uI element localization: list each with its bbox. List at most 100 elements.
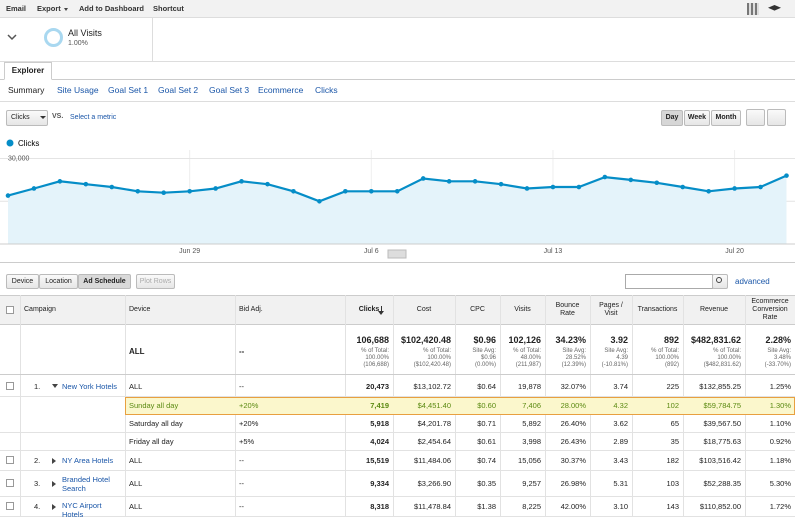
- column-header[interactable]: Bounce Rate: [555, 301, 580, 317]
- metric-dropdown[interactable]: Clicks: [6, 110, 48, 126]
- row-value: 8,225: [522, 502, 541, 511]
- icon-cap[interactable]: [768, 5, 781, 11]
- icon-line-chart[interactable]: [746, 109, 765, 126]
- row-number: 1.: [34, 381, 41, 391]
- search-box[interactable]: [625, 274, 713, 289]
- campaign-link[interactable]: NYC Airport Hotels: [62, 501, 102, 519]
- point: [576, 184, 582, 190]
- point: [628, 177, 634, 183]
- segment-toggle[interactable]: [6, 32, 18, 42]
- row-value: 35: [670, 437, 679, 446]
- column-header[interactable]: Revenue: [699, 305, 729, 313]
- view-button[interactable]: Ad Schedule: [78, 274, 131, 289]
- column-header[interactable]: Device: [129, 305, 151, 313]
- campaign-link[interactable]: New York Hotels: [62, 381, 118, 391]
- subtab[interactable]: Goal Set 1: [108, 85, 149, 95]
- toolbar-item[interactable]: Shortcut: [153, 4, 184, 13]
- total-abs: (211,987): [515, 362, 541, 368]
- row-value: $103,516.42: [699, 456, 741, 465]
- select-metric[interactable]: Select a metric: [70, 114, 117, 121]
- row-value: 7,406: [522, 401, 541, 410]
- icon-grid[interactable]: [747, 3, 759, 15]
- subtab[interactable]: Site Usage: [57, 85, 99, 95]
- total-note: Site Avg:: [767, 348, 791, 354]
- advanced-link[interactable]: advanced: [735, 277, 770, 286]
- segment-name[interactable]: All Visits: [68, 28, 102, 38]
- checkbox[interactable]: [6, 502, 14, 510]
- subtab[interactable]: Goal Set 3: [209, 85, 250, 95]
- column-header[interactable]: Bid Adj.: [239, 305, 263, 313]
- column-header[interactable]: Ecommerce Conversion Rate: [751, 297, 789, 322]
- expand-arrow[interactable]: [52, 383, 58, 388]
- row-value: 102: [666, 401, 679, 410]
- expand-arrow[interactable]: [52, 504, 56, 510]
- row-device: Saturday all day: [129, 419, 183, 428]
- row-value: $3,266.90: [417, 479, 451, 488]
- checkbox[interactable]: [6, 479, 14, 487]
- toolbar-item[interactable]: Email: [6, 4, 27, 13]
- point: [446, 179, 452, 184]
- table-row: [0, 451, 795, 471]
- row-value: 15,056: [518, 456, 541, 465]
- segment-percent: 1.00%: [68, 40, 88, 47]
- subtab[interactable]: Goal Set 2: [158, 85, 199, 95]
- point: [213, 186, 218, 191]
- export-arrow: [64, 8, 68, 11]
- period-button[interactable]: Week: [684, 110, 710, 126]
- point: [161, 190, 166, 196]
- point: [680, 184, 685, 190]
- segment-ring: [44, 28, 63, 47]
- total-abs: (106,688): [363, 362, 389, 368]
- tab[interactable]: Explorer: [4, 62, 52, 80]
- row-bid: +20%: [239, 401, 259, 410]
- view-button: Plot Rows: [136, 274, 175, 289]
- subtab[interactable]: Clicks: [315, 85, 338, 95]
- campaign-link[interactable]: NY Area Hotels: [62, 456, 114, 465]
- total-pct: 48.00%: [520, 355, 541, 361]
- icon-motion-chart[interactable]: [767, 109, 786, 126]
- period-button[interactable]: Month: [711, 110, 741, 126]
- x-tick-label: Jul 20: [725, 248, 744, 255]
- point: [135, 189, 141, 194]
- row-device: ALL: [129, 502, 143, 511]
- total-note: % of Total:: [513, 348, 541, 354]
- column-header[interactable]: CPC: [470, 305, 485, 313]
- row-number: 2.: [34, 456, 41, 465]
- column-header[interactable]: Clicks: [358, 305, 380, 313]
- row-value: 32.07%: [560, 381, 586, 391]
- column-header[interactable]: Pages / Visit: [599, 301, 623, 317]
- point: [654, 180, 660, 186]
- legend-label: Clicks: [18, 139, 39, 148]
- column-header[interactable]: Cost: [416, 305, 432, 313]
- expand-arrow[interactable]: [52, 458, 56, 464]
- row-value: 15,519: [366, 456, 389, 465]
- row-value: 26.43%: [560, 437, 586, 446]
- subtab[interactable]: Summary: [8, 85, 45, 95]
- expand-arrow[interactable]: [52, 481, 56, 487]
- view-button[interactable]: Device: [6, 274, 39, 289]
- point: [758, 184, 763, 190]
- column-header[interactable]: Transactions: [637, 305, 678, 313]
- period-button[interactable]: Day: [661, 110, 683, 126]
- table-row: [0, 415, 795, 433]
- toolbar-item[interactable]: Export: [37, 4, 61, 13]
- row-value: $59,784.75: [703, 401, 741, 410]
- checkbox[interactable]: [6, 306, 14, 314]
- row-bid: --: [239, 381, 244, 391]
- view-button[interactable]: Location: [39, 274, 78, 289]
- toolbar-item[interactable]: Add to Dashboard: [79, 4, 144, 13]
- column-header[interactable]: Campaign: [24, 305, 56, 313]
- row-value: 103: [666, 479, 679, 488]
- subtab[interactable]: Ecommerce: [258, 85, 304, 95]
- total-abs: ($102,420.48): [413, 362, 451, 368]
- segment-bar: [0, 18, 795, 62]
- row-number: 4.: [34, 502, 41, 511]
- campaign-link[interactable]: Branded Hotel Search: [62, 475, 110, 493]
- checkbox[interactable]: [6, 381, 14, 390]
- total-pct: 28.52%: [565, 355, 586, 361]
- area: [8, 175, 787, 244]
- checkbox[interactable]: [6, 456, 14, 464]
- sort-arrow-head: [378, 311, 384, 315]
- column-header[interactable]: Visits: [514, 305, 531, 313]
- total-pct: 100.00%: [655, 355, 679, 361]
